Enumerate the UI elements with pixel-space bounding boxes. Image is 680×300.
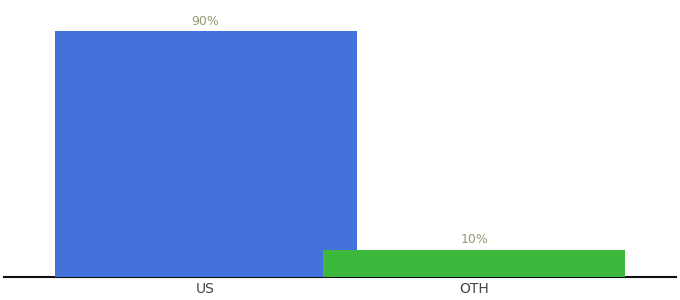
Text: 10%: 10% <box>460 233 488 246</box>
Text: 90%: 90% <box>192 15 220 28</box>
Bar <box>54 32 357 277</box>
Bar <box>323 250 626 277</box>
